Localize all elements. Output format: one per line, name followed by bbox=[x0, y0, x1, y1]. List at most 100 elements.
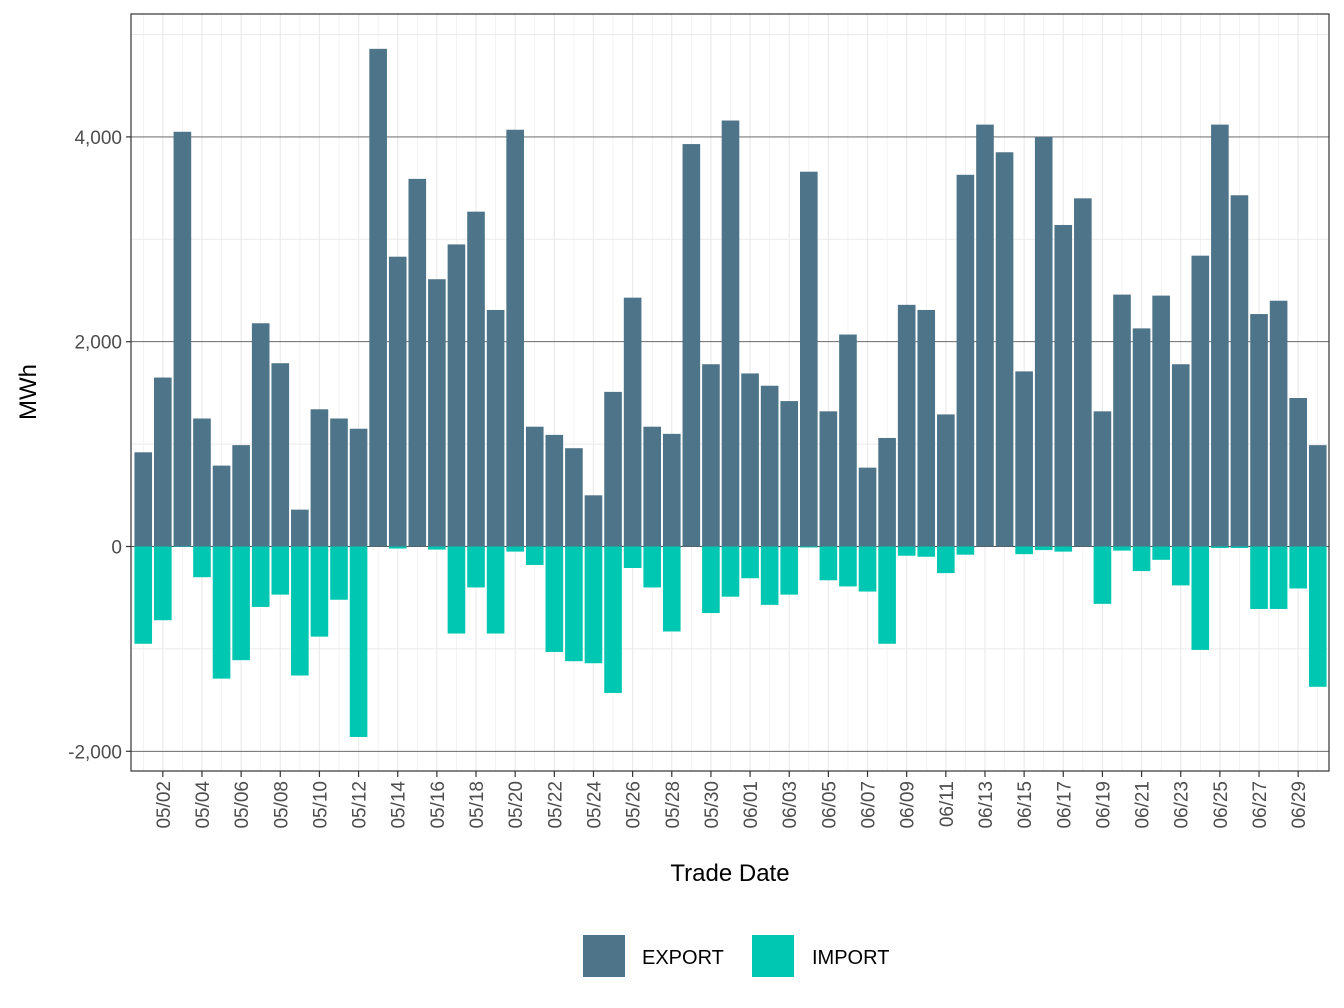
bar-export-05-15 bbox=[408, 178, 427, 547]
bar-import-05-09 bbox=[291, 546, 309, 676]
bar-export-05-11 bbox=[330, 418, 348, 547]
bar-import-06-23 bbox=[1171, 546, 1190, 586]
x-tick-label: 05/06 bbox=[232, 781, 253, 829]
x-tick-label: 06/29 bbox=[1289, 781, 1310, 829]
bar-export-05-28 bbox=[662, 433, 681, 547]
y-tick-label: -2,000 bbox=[68, 742, 122, 763]
x-tick-label: 05/28 bbox=[663, 781, 684, 829]
x-tick-label: 06/01 bbox=[741, 781, 762, 829]
bar-export-05-02 bbox=[154, 377, 172, 547]
bar-import-05-18 bbox=[467, 546, 485, 588]
bar-export-06-21 bbox=[1132, 328, 1151, 547]
bar-export-05-26 bbox=[623, 297, 642, 547]
x-tick-label: 05/12 bbox=[350, 781, 371, 829]
bar-import-06-07 bbox=[858, 546, 877, 592]
bar-export-05-21 bbox=[525, 426, 544, 547]
bar-export-06-28 bbox=[1269, 300, 1288, 547]
bar-import-05-16 bbox=[428, 546, 446, 550]
bar-import-05-30 bbox=[702, 546, 720, 614]
bar-export-06-12 bbox=[956, 174, 975, 547]
bar-export-06-15 bbox=[1015, 371, 1033, 547]
x-tick-label: 05/22 bbox=[545, 781, 566, 829]
bar-export-06-22 bbox=[1152, 295, 1170, 547]
bar-import-06-09 bbox=[897, 546, 916, 556]
bar-import-05-02 bbox=[154, 546, 172, 621]
bar-import-06-16 bbox=[1034, 546, 1053, 551]
bar-export-05-12 bbox=[349, 428, 368, 547]
bar-export-06-08 bbox=[878, 437, 896, 547]
bar-export-05-22 bbox=[545, 434, 564, 547]
bar-import-06-17 bbox=[1054, 546, 1073, 552]
bar-import-05-03 bbox=[173, 546, 192, 548]
x-tick-label: 06/19 bbox=[1093, 781, 1114, 829]
bar-import-06-10 bbox=[917, 546, 936, 557]
bar-export-06-10 bbox=[917, 309, 936, 547]
x-tick-label: 05/14 bbox=[389, 781, 410, 829]
x-tick-label: 06/23 bbox=[1172, 781, 1193, 829]
legend: EXPORT IMPORT bbox=[583, 935, 889, 977]
bar-export-06-16 bbox=[1034, 136, 1053, 547]
bar-export-05-06 bbox=[232, 445, 250, 547]
bar-export-06-17 bbox=[1054, 224, 1073, 547]
bar-import-05-23 bbox=[565, 546, 583, 662]
bar-import-06-15 bbox=[1015, 546, 1033, 555]
x-tick-label: 06/17 bbox=[1054, 781, 1075, 829]
bar-export-05-20 bbox=[506, 129, 524, 547]
x-axis-title: Trade Date bbox=[670, 860, 789, 887]
bar-import-05-01 bbox=[134, 546, 153, 644]
bar-import-05-12 bbox=[349, 546, 368, 737]
bar-import-06-03 bbox=[780, 546, 799, 595]
bar-export-05-25 bbox=[604, 391, 622, 547]
x-tick-label: 06/11 bbox=[937, 781, 958, 827]
bar-export-05-09 bbox=[291, 509, 309, 547]
bar-export-06-26 bbox=[1230, 195, 1249, 547]
bar-export-05-16 bbox=[428, 279, 446, 547]
bar-export-06-30 bbox=[1308, 445, 1327, 547]
bar-export-06-23 bbox=[1171, 364, 1190, 547]
bar-export-05-27 bbox=[643, 426, 662, 547]
bar-import-06-02 bbox=[760, 546, 779, 605]
bar-import-06-24 bbox=[1191, 546, 1210, 650]
bar-export-05-24 bbox=[584, 495, 603, 547]
y-tick-label: 2,000 bbox=[74, 333, 122, 354]
x-tick-label: 06/09 bbox=[898, 781, 919, 829]
x-tick-label: 06/27 bbox=[1250, 781, 1271, 829]
bar-import-06-21 bbox=[1132, 546, 1151, 572]
x-tick-label: 06/25 bbox=[1211, 781, 1232, 829]
bar-import-06-29 bbox=[1289, 546, 1307, 589]
bar-export-05-14 bbox=[388, 256, 407, 547]
bar-export-05-19 bbox=[486, 309, 505, 547]
bar-import-06-04 bbox=[799, 546, 818, 548]
bar-export-06-20 bbox=[1113, 294, 1131, 547]
bar-export-05-07 bbox=[251, 323, 270, 547]
bar-export-06-04 bbox=[799, 171, 818, 547]
bar-import-06-06 bbox=[839, 546, 857, 587]
bar-export-06-24 bbox=[1191, 255, 1210, 547]
x-tick-label: 05/30 bbox=[702, 781, 723, 829]
x-tick-label: 05/04 bbox=[193, 781, 214, 829]
bar-export-05-08 bbox=[271, 363, 290, 547]
x-tick-label: 05/26 bbox=[624, 781, 645, 829]
bar-import-05-19 bbox=[486, 546, 505, 634]
x-tick-label: 05/02 bbox=[154, 781, 175, 829]
bar-export-05-01 bbox=[134, 452, 153, 547]
bar-import-05-17 bbox=[447, 546, 466, 634]
bar-import-06-25 bbox=[1211, 546, 1229, 549]
bar-export-06-14 bbox=[995, 152, 1014, 547]
bar-export-05-18 bbox=[467, 211, 485, 547]
bar-import-05-26 bbox=[623, 546, 642, 569]
bar-import-05-21 bbox=[525, 546, 544, 565]
bar-import-05-06 bbox=[232, 546, 250, 661]
y-tick-label: 0 bbox=[111, 538, 122, 559]
panel-border bbox=[130, 13, 1330, 772]
bar-import-06-27 bbox=[1250, 546, 1268, 609]
x-tick-label: 05/24 bbox=[584, 781, 605, 829]
bar-import-05-04 bbox=[193, 546, 211, 578]
bar-import-06-30 bbox=[1308, 546, 1327, 687]
bar-import-05-22 bbox=[545, 546, 564, 652]
x-tick-label: 06/13 bbox=[976, 781, 997, 829]
bar-export-06-07 bbox=[858, 467, 877, 547]
y-axis-title: MWh bbox=[15, 364, 42, 420]
bar-export-05-03 bbox=[173, 131, 192, 547]
bar-export-06-25 bbox=[1211, 124, 1229, 547]
